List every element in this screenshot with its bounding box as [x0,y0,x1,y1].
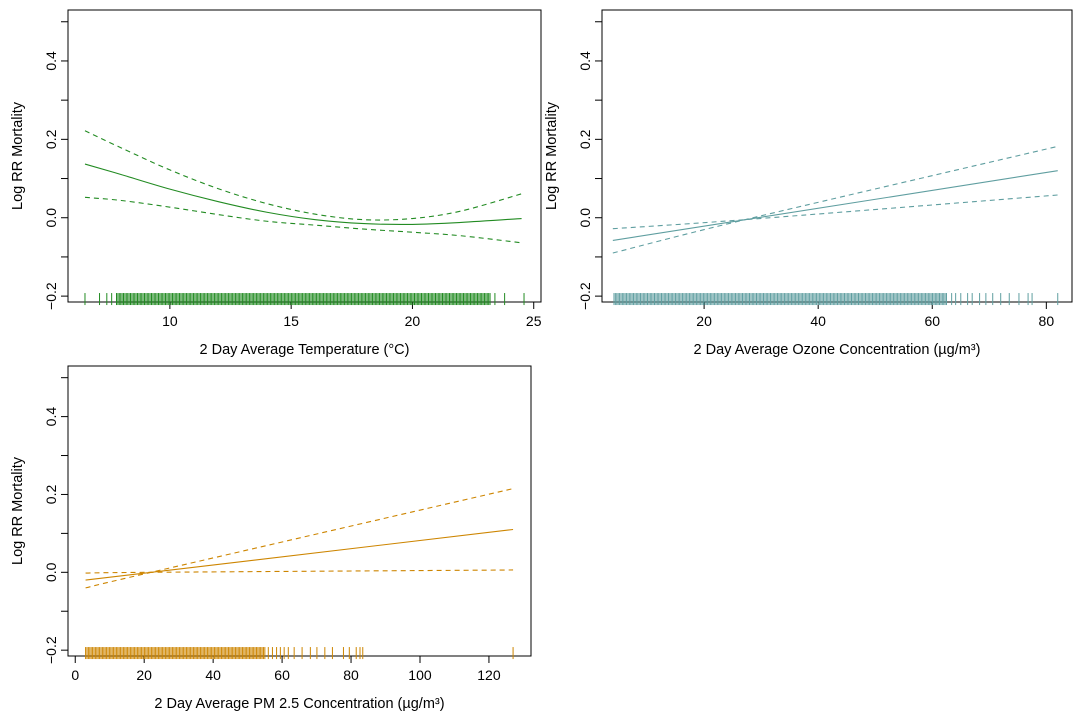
y-axis-label: Log RR Mortality [10,101,26,210]
x-tick-label: 120 [477,667,501,683]
series-upper-ci [85,131,522,220]
x-tick-label: 0 [71,667,79,683]
y-tick-label: 0.0 [43,208,59,228]
y-tick-label: −0.2 [577,282,593,310]
x-axis-label: 2 Day Average Ozone Concentration (µg/m³… [694,342,981,358]
rug [614,293,1058,305]
x-tick-label: 40 [205,667,221,683]
rug [85,293,524,305]
x-tick-label: 80 [343,667,359,683]
x-tick-label: 60 [924,313,940,329]
y-tick-label: 0.0 [577,208,593,228]
x-tick-label: 20 [696,313,712,329]
x-tick-label: 100 [408,667,432,683]
series-estimate [85,164,522,224]
series-upper-ci [86,489,513,588]
y-axis-label: Log RR Mortality [544,101,560,210]
x-axis-label: 2 Day Average Temperature (°C) [200,342,410,358]
y-tick-label: 0.4 [577,51,593,71]
y-tick-label: −0.2 [43,636,59,664]
series-estimate [613,171,1058,241]
y-tick-label: 0.2 [577,129,593,149]
x-tick-label: 20 [405,313,421,329]
plot-frame [602,10,1072,302]
y-tick-label: −0.2 [43,282,59,310]
panel-1: −0.2 0.0 0.2 0.4 10 15 20 25 2 Day Average Tempe… [10,10,542,358]
y-tick-label: 0.2 [43,129,59,149]
y-tick-label: 0.4 [43,407,59,427]
x-tick-label: 25 [526,313,542,329]
x-tick-label: 20 [136,667,152,683]
y-tick-label: 0.2 [43,485,59,505]
x-tick-label: 10 [162,313,178,329]
panel-2: −0.2 0.0 0.2 0.4 20 40 60 80 2 Day Average Ozone… [544,10,1072,358]
series-upper-ci [613,146,1058,253]
x-axis-label: 2 Day Average PM 2.5 Concentration (µg/m… [154,696,444,712]
y-tick-label: 0.4 [43,51,59,71]
panel-3: −0.2 0.0 0.2 0.4 0 20 40 60 80 100 120 2 Day Averag… [10,366,531,712]
x-tick-label: 40 [810,313,826,329]
x-tick-label: 60 [274,667,290,683]
series-lower-ci [613,195,1058,229]
series-lower-ci [85,197,522,242]
plot-frame [68,10,541,302]
x-tick-label: 80 [1039,313,1055,329]
rug [86,647,513,659]
plot-frame [68,366,531,656]
y-tick-label: 0.0 [43,562,59,582]
x-tick-label: 15 [283,313,299,329]
y-axis-label: Log RR Mortality [10,456,26,565]
series-lower-ci [86,570,513,573]
